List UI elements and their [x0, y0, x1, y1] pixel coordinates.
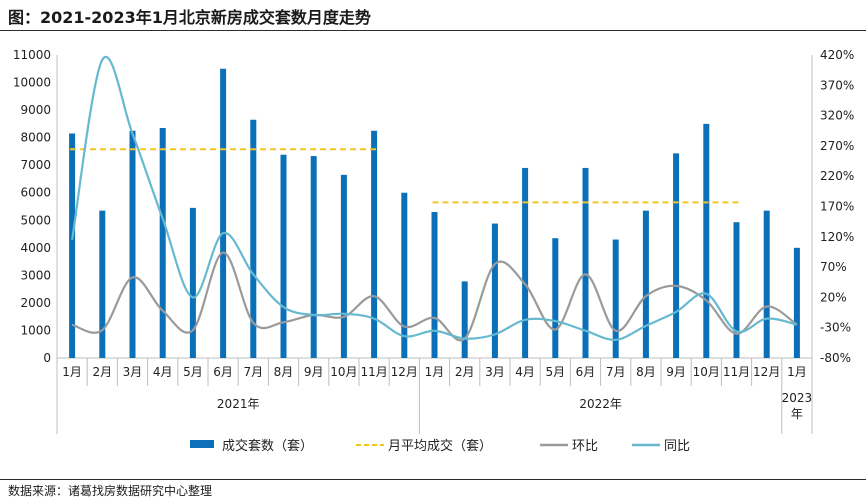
bar — [69, 133, 76, 358]
x-tick-label: 6月 — [576, 365, 596, 379]
x-tick-label: 7月 — [243, 365, 263, 379]
x-tick-label: 8月 — [274, 365, 294, 379]
bar — [220, 68, 227, 358]
bar — [159, 127, 166, 358]
y-tick-label: 9000 — [20, 103, 51, 117]
x-group-label: 2021年 — [217, 397, 260, 411]
y-tick-label: 2000 — [20, 296, 51, 310]
bar-series — [69, 68, 800, 359]
bar — [99, 210, 106, 358]
bar — [763, 210, 770, 358]
bar — [401, 192, 408, 358]
legend-label: 同比 — [664, 439, 690, 454]
bar — [582, 167, 589, 358]
x-tick-label: 11月 — [723, 365, 750, 379]
bar — [431, 212, 438, 358]
x-tick-label: 5月 — [545, 365, 565, 379]
y-tick-label: 0 — [43, 351, 51, 365]
y-tick-label: 10000 — [13, 76, 51, 90]
x-tick-label: 3月 — [485, 365, 505, 379]
x-axis: 1月 2月 3月 4月 5月 6月 7月 8月 9月 10月 11月 12月 1月 2月 3月 4月 5月 6月 7… — [56, 358, 813, 434]
legend-label: 成交套数（套） — [222, 438, 313, 454]
x-tick-label: 9月 — [666, 365, 686, 379]
chart: 0 1000 2000 3000 4000 5000 6000 7000 8000 9000 100… — [13, 48, 855, 454]
x-tick-label: 4月 — [515, 365, 535, 379]
y2-tick-label: 370% — [820, 78, 854, 92]
bar — [129, 130, 136, 358]
bar — [552, 238, 559, 358]
source-rule — [0, 479, 866, 480]
y2-tick-label: 320% — [820, 109, 854, 123]
y-tick-label: 5000 — [20, 213, 51, 227]
y2-tick-label: -30% — [820, 321, 851, 335]
legend-swatch-bar — [190, 440, 214, 448]
line-series — [71, 55, 798, 342]
y2-tick-label: -80% — [820, 351, 851, 365]
y2-tick-label: 70% — [820, 260, 847, 274]
x-tick-label: 5月 — [183, 365, 203, 379]
x-tick-label: 11月 — [360, 365, 387, 379]
y-tick-label: 1000 — [20, 323, 51, 337]
x-tick-label: 2月 — [455, 365, 475, 379]
y-axis-right: -80% -30% 20% 70% 120% 170% 220% 270% 320% 370% 42… — [820, 48, 854, 365]
y-tick-label: 3000 — [20, 268, 51, 282]
bar — [250, 119, 257, 359]
x-tick-label: 1月 — [62, 365, 82, 379]
bar — [340, 174, 347, 358]
bar — [642, 210, 649, 358]
legend-label: 月平均成交（套） — [388, 438, 492, 454]
y-axis-left: 0 1000 2000 3000 4000 5000 6000 7000 8000 9000 100… — [13, 48, 51, 365]
y2-tick-label: 220% — [820, 169, 854, 183]
x-tick-label: 2月 — [92, 365, 112, 379]
x-tick-label: 1月 — [787, 365, 807, 379]
x-tick-label: 4月 — [153, 365, 173, 379]
bar — [793, 247, 800, 358]
y2-tick-label: 20% — [820, 290, 847, 304]
bar — [310, 156, 317, 358]
x-tick-label: 3月 — [123, 365, 143, 379]
bar — [189, 207, 196, 358]
y-tick-label: 8000 — [20, 131, 51, 145]
x-tick-label: 12月 — [753, 365, 780, 379]
bar — [491, 223, 498, 358]
bar — [703, 123, 710, 358]
bar — [612, 239, 619, 358]
y-tick-label: 7000 — [20, 158, 51, 172]
bar — [461, 281, 468, 358]
x-tick-label: 6月 — [213, 365, 233, 379]
bar — [280, 154, 287, 358]
x-group-label: 年 — [791, 407, 803, 421]
y2-tick-label: 270% — [820, 139, 854, 153]
x-tick-label: 9月 — [304, 365, 324, 379]
y2-tick-label: 170% — [820, 200, 854, 214]
legend: 成交套数（套） 月平均成交（套） 环比 同比 — [190, 438, 690, 454]
x-tick-label: 10月 — [693, 365, 720, 379]
x-tick-label: 7月 — [606, 365, 626, 379]
bar — [522, 167, 529, 358]
y-tick-label: 6000 — [20, 186, 51, 200]
yoy-line — [71, 55, 798, 341]
bar — [371, 130, 378, 358]
mom-line — [71, 251, 798, 342]
x-tick-label: 12月 — [391, 365, 418, 379]
y-tick-label: 4000 — [20, 241, 51, 255]
bar — [733, 222, 740, 358]
legend-label: 环比 — [572, 439, 598, 454]
average-series — [70, 148, 739, 204]
y-tick-label: 11000 — [13, 48, 51, 62]
y2-tick-label: 120% — [820, 230, 854, 244]
bar — [673, 153, 680, 358]
x-tick-label: 1月 — [425, 365, 445, 379]
chart-title: 图：2021-2023年1月北京新房成交套数月度走势 — [8, 8, 371, 27]
x-tick-label: 10月 — [330, 365, 357, 379]
title-rule — [0, 30, 866, 31]
x-group-label: 2022年 — [579, 397, 622, 411]
x-tick-label: 8月 — [636, 365, 656, 379]
y2-tick-label: 420% — [820, 48, 854, 62]
data-source: 数据来源：诸葛找房数据研究中心整理 — [8, 484, 213, 498]
x-group-label: 2023 — [782, 391, 813, 405]
